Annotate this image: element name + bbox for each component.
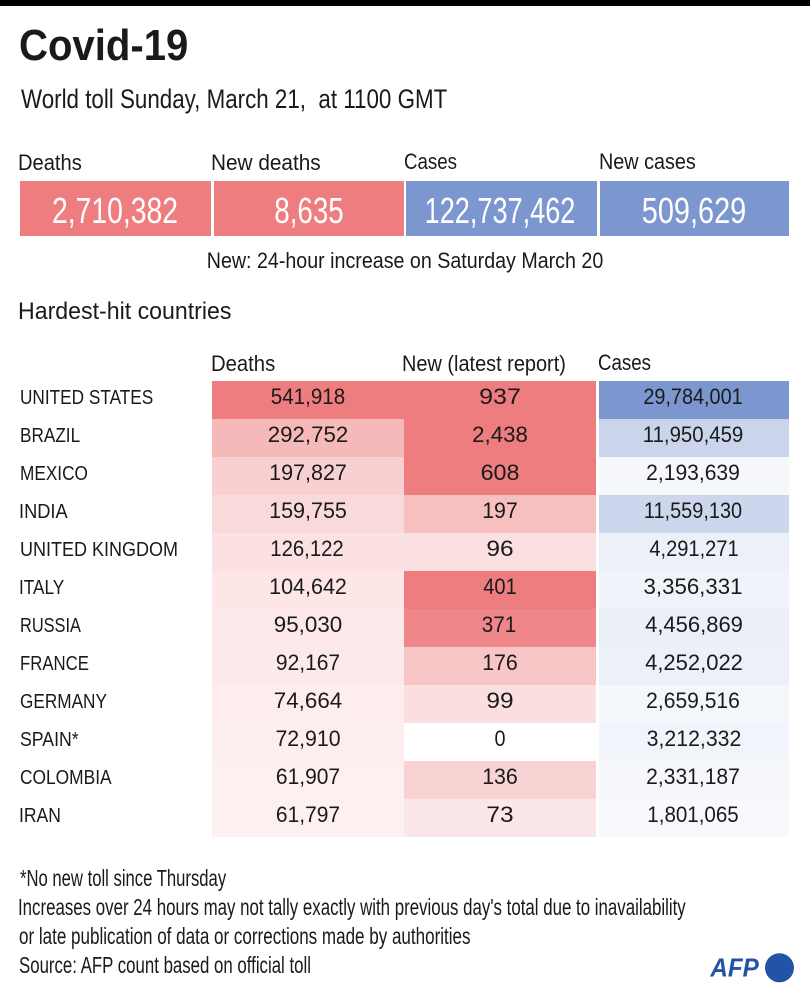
svg-text:AFP: AFP (709, 954, 759, 983)
